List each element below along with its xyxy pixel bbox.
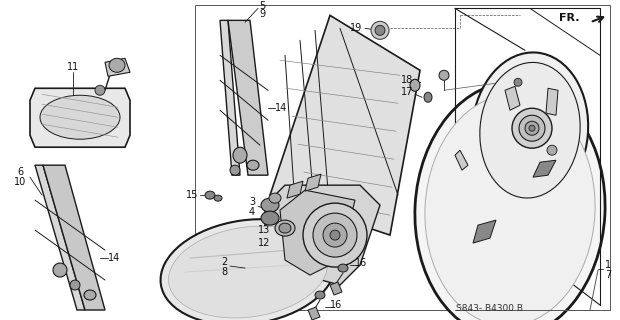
Ellipse shape	[205, 191, 215, 199]
Polygon shape	[308, 307, 320, 320]
Ellipse shape	[161, 219, 335, 320]
Text: 11: 11	[67, 62, 79, 72]
Ellipse shape	[424, 92, 432, 102]
Ellipse shape	[375, 25, 385, 35]
Polygon shape	[287, 181, 303, 198]
Ellipse shape	[303, 203, 367, 267]
Ellipse shape	[169, 226, 327, 318]
Polygon shape	[455, 150, 468, 170]
Ellipse shape	[425, 94, 595, 320]
Polygon shape	[546, 88, 558, 115]
Text: 12: 12	[258, 238, 270, 248]
Polygon shape	[270, 15, 420, 235]
Text: 17: 17	[401, 87, 413, 97]
Ellipse shape	[214, 195, 222, 201]
Text: 7: 7	[605, 270, 611, 280]
Text: 10: 10	[14, 177, 26, 187]
Ellipse shape	[247, 160, 259, 170]
Polygon shape	[30, 88, 130, 147]
Text: 16: 16	[330, 300, 342, 310]
Text: S843- B4300 B: S843- B4300 B	[456, 303, 523, 313]
Ellipse shape	[480, 62, 580, 198]
Ellipse shape	[261, 198, 279, 212]
Text: 19: 19	[350, 23, 362, 33]
Ellipse shape	[269, 193, 281, 203]
Text: 14: 14	[108, 253, 120, 263]
Polygon shape	[533, 160, 556, 177]
Text: 18: 18	[401, 75, 413, 85]
Ellipse shape	[472, 52, 588, 208]
Ellipse shape	[95, 85, 105, 95]
Ellipse shape	[109, 58, 125, 72]
Polygon shape	[220, 20, 240, 175]
Ellipse shape	[410, 79, 420, 91]
Text: 4: 4	[249, 207, 255, 217]
Ellipse shape	[53, 263, 67, 277]
Ellipse shape	[230, 165, 240, 175]
Ellipse shape	[275, 220, 295, 236]
Ellipse shape	[70, 280, 80, 290]
Ellipse shape	[279, 223, 291, 233]
Polygon shape	[35, 165, 85, 310]
Ellipse shape	[519, 115, 545, 141]
Ellipse shape	[529, 125, 535, 131]
Polygon shape	[330, 282, 342, 295]
Ellipse shape	[415, 82, 605, 320]
Ellipse shape	[439, 70, 449, 80]
Polygon shape	[280, 190, 355, 275]
Text: 5: 5	[259, 1, 265, 12]
Polygon shape	[305, 174, 321, 191]
Text: 15: 15	[185, 190, 198, 200]
Ellipse shape	[261, 211, 279, 225]
Ellipse shape	[547, 145, 557, 155]
Text: 1: 1	[605, 260, 611, 270]
Ellipse shape	[313, 213, 357, 257]
Ellipse shape	[315, 291, 325, 299]
Text: 13: 13	[258, 225, 270, 235]
Ellipse shape	[233, 147, 247, 163]
Text: 2: 2	[222, 257, 228, 267]
Text: 16: 16	[355, 258, 367, 268]
Polygon shape	[505, 86, 520, 110]
Polygon shape	[265, 185, 380, 285]
Text: FR.: FR.	[559, 13, 580, 23]
Ellipse shape	[514, 78, 522, 86]
Ellipse shape	[84, 290, 96, 300]
Ellipse shape	[512, 108, 552, 148]
Ellipse shape	[40, 95, 120, 139]
Ellipse shape	[330, 230, 340, 240]
Polygon shape	[473, 220, 496, 243]
Polygon shape	[105, 58, 130, 76]
Text: 3: 3	[249, 197, 255, 207]
Text: 6: 6	[17, 167, 23, 177]
Ellipse shape	[338, 264, 348, 272]
Text: 9: 9	[259, 9, 265, 20]
Polygon shape	[228, 20, 268, 175]
Ellipse shape	[323, 223, 347, 247]
Ellipse shape	[525, 121, 539, 135]
Text: 8: 8	[222, 267, 228, 277]
Text: 14: 14	[275, 103, 287, 113]
Polygon shape	[43, 165, 105, 310]
Ellipse shape	[371, 21, 389, 39]
